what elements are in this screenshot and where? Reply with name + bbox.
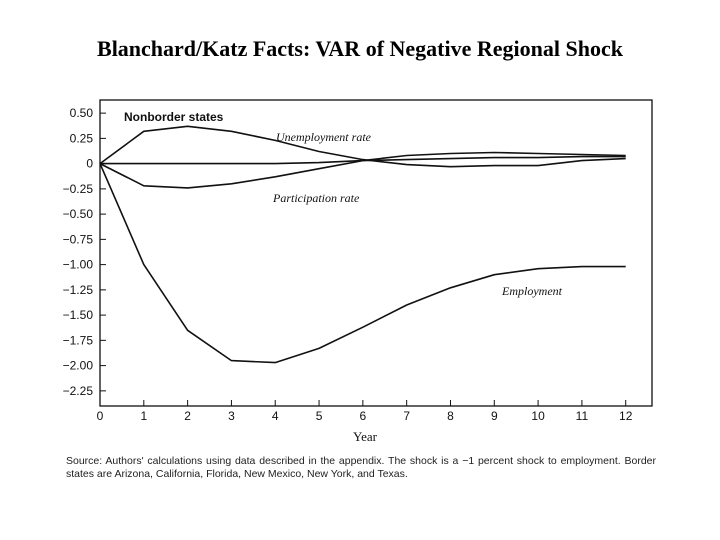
x-tick-label: 2 [184,409,191,423]
x-tick-label: 0 [97,409,104,423]
series-label: Participation rate [272,191,360,205]
series-line [99,163,626,364]
y-tick-label: 0 [86,157,93,171]
y-tick-label: 0.50 [70,106,94,120]
y-tick-label: −1.25 [63,283,94,297]
x-axis: 0 1 2 3 4 5 6 7 8 9 10 11 12 [97,400,633,423]
x-tick-label: 1 [140,409,147,423]
x-tick-label: 11 [576,409,589,423]
y-tick-label: 0.25 [70,131,94,145]
y-tick-label: −1.75 [63,333,94,347]
x-tick-label: 6 [360,409,367,423]
slide-title: Blanchard/Katz Facts: VAR of Negative Re… [97,36,623,61]
chart-title: Nonborder states [124,110,224,124]
x-tick-label: 5 [316,409,323,423]
x-axis-label: Year [353,429,378,444]
plot-frame [99,99,653,407]
y-tick-label: −0.75 [63,232,94,246]
series-line [100,155,626,165]
x-tick-label: 9 [491,409,498,423]
x-tick-label: 10 [531,409,545,423]
series-label: Employment [501,284,563,298]
y-tick-label: −1.50 [63,308,94,322]
y-tick-label: −2.25 [63,384,94,398]
series-line [99,125,626,168]
series-group: Unemployment rate Participation rate Emplo… [99,125,626,364]
x-tick-label: 4 [272,409,279,423]
y-tick-label: −1.00 [63,258,94,272]
y-tick-label: −2.00 [63,359,94,373]
series-label: Unemployment rate [276,130,372,144]
x-tick-label: 8 [447,409,454,423]
x-tick-label: 3 [228,409,235,423]
x-tick-label: 7 [403,409,410,423]
y-tick-label: −0.50 [63,207,94,221]
x-tick-label: 12 [619,409,633,423]
source-note: Source: Authors' calculations using data… [66,455,656,480]
y-axis: 0.50 0.25 0 −0.25 −0.50 −0.75 −1.00 −1.25 −1.50 −… [63,106,106,398]
y-tick-label: −0.25 [63,182,94,196]
